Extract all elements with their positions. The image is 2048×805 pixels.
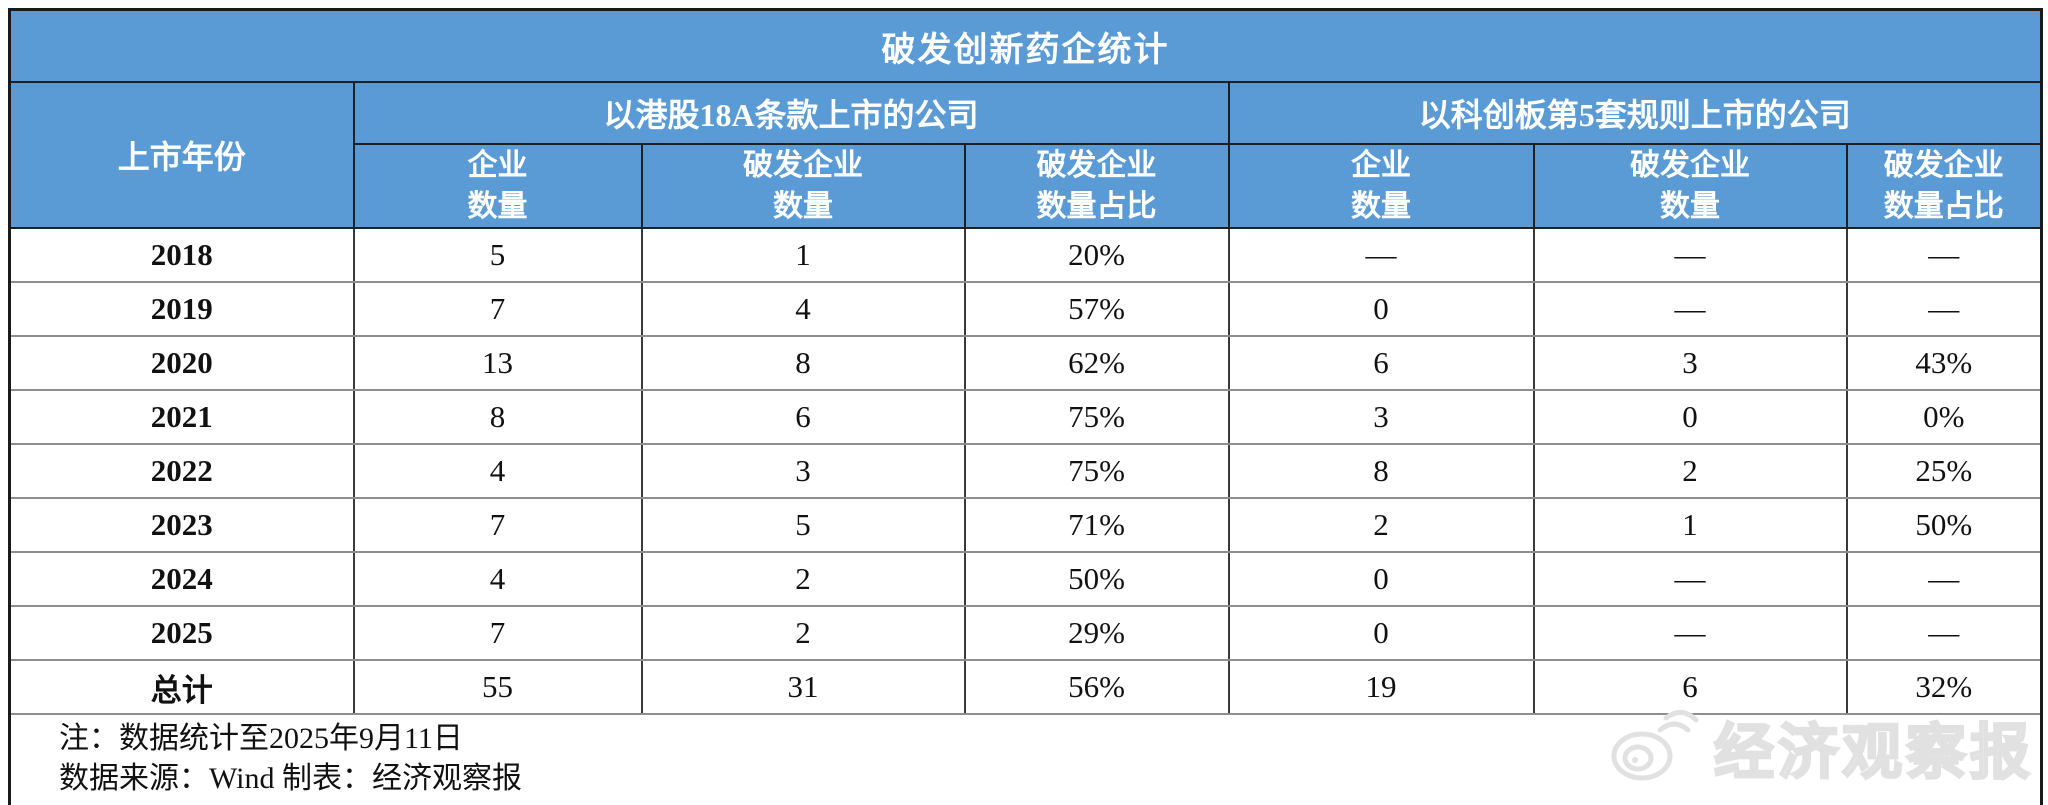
table-cell: 8 bbox=[640, 335, 966, 391]
table-cell: 5 bbox=[352, 227, 643, 283]
col-header-hk-ratio: 破发企业 数量占比 bbox=[963, 143, 1230, 229]
table-row-2019: 2019 7 4 57% 0 — — bbox=[8, 281, 2043, 337]
table-cell: 3 bbox=[640, 443, 966, 499]
table-cell: 7 bbox=[352, 605, 643, 661]
table-title-row: 破发创新药企统计 bbox=[8, 8, 2043, 83]
table-cell: 1 bbox=[1532, 497, 1848, 553]
table-cell: 2 bbox=[1532, 443, 1848, 499]
table-title: 破发创新药企统计 bbox=[8, 8, 2043, 83]
group-header-star5: 以科创板第5套规则上市的公司 bbox=[1227, 81, 2043, 145]
note-line-1: 注：数据统计至2025年9月11日 bbox=[59, 722, 463, 755]
highlighted-cell: 71% bbox=[963, 497, 1230, 553]
table-cell: 0 bbox=[1227, 605, 1535, 661]
col-header-star-broken: 破发企业 数量 bbox=[1532, 143, 1848, 229]
year-cell: 2023 bbox=[8, 497, 355, 553]
table-row-2024: 2024 4 2 50% 0 — — bbox=[8, 551, 2043, 607]
broken-ipo-stats-table: 破发创新药企统计 上市年份 以港股18A条款上市的公司 以科创板第5套规则上市的… bbox=[8, 8, 2044, 805]
table-cell: 6 bbox=[640, 389, 966, 445]
table-cell: 8 bbox=[352, 389, 643, 445]
table-cell: 20% bbox=[963, 227, 1230, 283]
table-cell: 29% bbox=[963, 605, 1230, 661]
highlighted-cell: 75% bbox=[963, 443, 1230, 499]
year-cell: 2019 bbox=[8, 281, 355, 337]
table-cell: 2 bbox=[1227, 497, 1535, 553]
table-row-2021: 2021 8 6 75% 3 0 0% bbox=[8, 389, 2043, 445]
table-cell: 50% bbox=[963, 551, 1230, 607]
col-header-hk-total: 企业 数量 bbox=[352, 143, 643, 229]
table-cell: 3 bbox=[1532, 335, 1848, 391]
total-row-label: 总计 bbox=[8, 659, 355, 715]
table-cell: 4 bbox=[352, 443, 643, 499]
table-row-2023: 2023 7 5 71% 2 1 50% bbox=[8, 497, 2043, 553]
table-cell: 50% bbox=[1845, 497, 2043, 553]
table-cell: 2 bbox=[640, 605, 966, 661]
table-row-2018: 2018 5 1 20% — — — bbox=[8, 227, 2043, 283]
table-cell: 2 bbox=[640, 551, 966, 607]
col-header-hk-broken: 破发企业 数量 bbox=[640, 143, 966, 229]
table-cell: 13 bbox=[352, 335, 643, 391]
table-cell: — bbox=[1845, 551, 2043, 607]
table-cell: 3 bbox=[1227, 389, 1535, 445]
table-cell: 0 bbox=[1227, 551, 1535, 607]
sub-header-row: 企业 数量 破发企业 数量 破发企业 数量占比 企业 数量 破发企业 数量 破发… bbox=[10, 143, 2043, 229]
table-cell: — bbox=[1845, 281, 2043, 337]
col-header-star-total: 企业 数量 bbox=[1227, 143, 1535, 229]
table-cell: — bbox=[1532, 605, 1848, 661]
table-cell: — bbox=[1845, 605, 2043, 661]
table-cell: — bbox=[1845, 227, 2043, 283]
table-cell: 7 bbox=[352, 497, 643, 553]
table-cell: 25% bbox=[1845, 443, 2043, 499]
table-cell: 31 bbox=[640, 659, 966, 715]
table-cell: — bbox=[1532, 551, 1848, 607]
year-column-header: 上市年份 bbox=[8, 81, 355, 229]
notes-row: 注：数据统计至2025年9月11日 数据来源：Wind 制表：经济观察报 bbox=[8, 713, 2043, 805]
table-cell: 0% bbox=[1845, 389, 2043, 445]
year-cell: 2024 bbox=[8, 551, 355, 607]
table-cell: 8 bbox=[1227, 443, 1535, 499]
table-cell: 57% bbox=[963, 281, 1230, 337]
group-header-row: 上市年份 以港股18A条款上市的公司 以科创板第5套规则上市的公司 bbox=[8, 81, 2043, 229]
group-header-hk18a: 以港股18A条款上市的公司 bbox=[352, 81, 1230, 145]
table-row-2022: 2022 4 3 75% 8 2 25% bbox=[8, 443, 2043, 499]
note-line-2: 数据来源：Wind 制表：经济观察报 bbox=[59, 762, 522, 795]
table-cell: 7 bbox=[352, 281, 643, 337]
table-cell: 4 bbox=[352, 551, 643, 607]
table-cell: 62% bbox=[963, 335, 1230, 391]
table-row-2020: 2020 13 8 62% 6 3 43% bbox=[8, 335, 2043, 391]
year-cell: 2025 bbox=[8, 605, 355, 661]
table-row-2025: 2025 7 2 29% 0 — — bbox=[8, 605, 2043, 661]
notes-cell: 注：数据统计至2025年9月11日 数据来源：Wind 制表：经济观察报 bbox=[8, 713, 2043, 805]
table-cell: 1 bbox=[640, 227, 966, 283]
table-cell: 4 bbox=[640, 281, 966, 337]
table-cell: 0 bbox=[1227, 281, 1535, 337]
table-cell: — bbox=[1532, 281, 1848, 337]
col-header-star-ratio: 破发企业 数量占比 bbox=[1845, 143, 2043, 229]
year-cell: 2022 bbox=[8, 443, 355, 499]
table-cell: 56% bbox=[963, 659, 1230, 715]
table-cell: 43% bbox=[1845, 335, 2043, 391]
table-cell: 0 bbox=[1532, 389, 1848, 445]
table-row-total: 总计 55 31 56% 19 6 32% bbox=[8, 659, 2043, 715]
highlighted-cell: 75% bbox=[963, 389, 1230, 445]
table-cell: 5 bbox=[640, 497, 966, 553]
year-cell: 2020 bbox=[8, 335, 355, 391]
table-cell: 55 bbox=[352, 659, 643, 715]
table-cell: 6 bbox=[1532, 659, 1848, 715]
table-cell: — bbox=[1532, 227, 1848, 283]
year-cell: 2021 bbox=[8, 389, 355, 445]
table-cell: 6 bbox=[1227, 335, 1535, 391]
year-cell: 2018 bbox=[8, 227, 355, 283]
table-cell: 32% bbox=[1845, 659, 2043, 715]
table-cell: 19 bbox=[1227, 659, 1535, 715]
table-cell: — bbox=[1227, 227, 1535, 283]
